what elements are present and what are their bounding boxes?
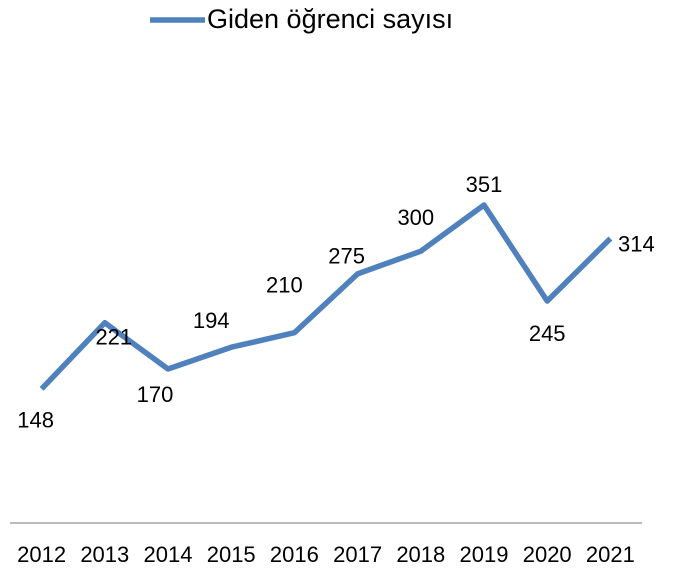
x-tick-label: 2018 bbox=[396, 542, 445, 567]
x-tick-label: 2021 bbox=[586, 542, 635, 567]
x-tick-label: 2012 bbox=[17, 542, 66, 567]
data-label: 221 bbox=[95, 325, 132, 350]
data-label: 275 bbox=[328, 244, 365, 269]
data-label: 300 bbox=[397, 205, 434, 230]
data-label: 210 bbox=[266, 273, 303, 298]
x-tick-label: 2015 bbox=[207, 542, 256, 567]
x-tick-label: 2014 bbox=[144, 542, 193, 567]
data-label: 170 bbox=[137, 382, 174, 407]
data-label: 194 bbox=[193, 308, 230, 333]
data-label: 351 bbox=[466, 172, 503, 197]
x-tick-label: 2017 bbox=[333, 542, 382, 567]
data-label: 314 bbox=[618, 231, 655, 256]
x-tick-label: 2016 bbox=[270, 542, 319, 567]
data-label: 148 bbox=[17, 408, 54, 433]
legend-text: Giden öğrenci sayısı bbox=[207, 4, 453, 34]
x-tick-label: 2019 bbox=[460, 542, 509, 567]
data-label: 245 bbox=[529, 321, 566, 346]
x-tick-label: 2020 bbox=[523, 542, 572, 567]
series-line bbox=[39, 202, 613, 391]
x-tick-label: 2013 bbox=[80, 542, 129, 567]
